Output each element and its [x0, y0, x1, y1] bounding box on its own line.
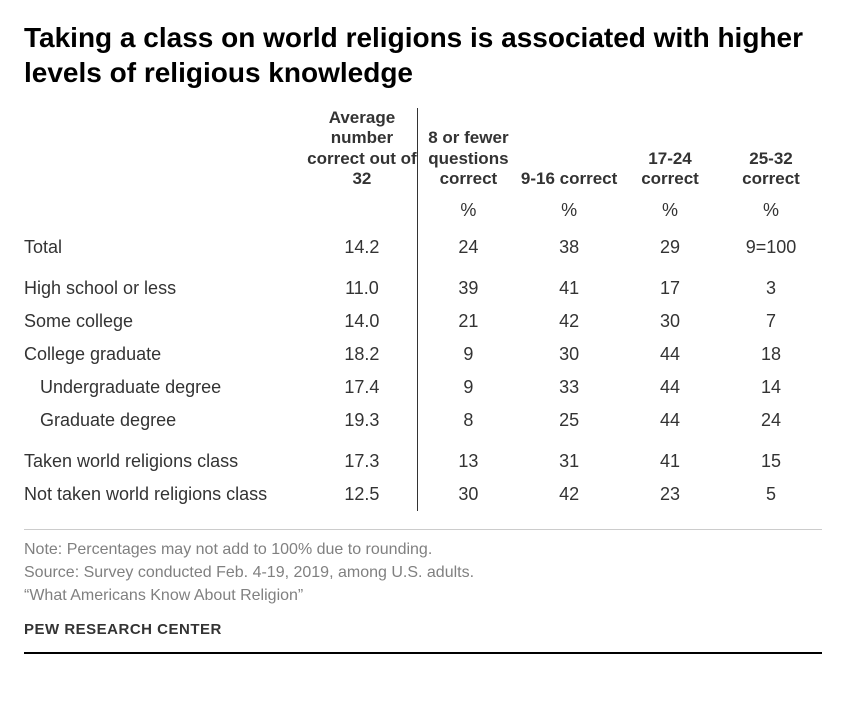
cell: 21	[418, 305, 519, 338]
table-row: Taken world religions class 17.3 13 31 4…	[24, 437, 822, 478]
cell: 42	[519, 478, 620, 511]
row-label: Undergraduate degree	[24, 371, 307, 404]
table-row: Total 14.2 24 38 29 9=100	[24, 231, 822, 264]
pct-label: %	[418, 194, 519, 231]
row-label: Graduate degree	[24, 404, 307, 437]
cell: 39	[418, 264, 519, 305]
column-header-row: Average number correct out of 32 8 or fe…	[24, 108, 822, 194]
cell: 14.0	[307, 305, 418, 338]
note-line: Note: Percentages may not add to 100% du…	[24, 538, 822, 561]
note-line: “What Americans Know About Religion”	[24, 584, 822, 607]
row-label: Not taken world religions class	[24, 478, 307, 511]
cell: 8	[418, 404, 519, 437]
note-line: Source: Survey conducted Feb. 4-19, 2019…	[24, 561, 822, 584]
cell: 9	[418, 371, 519, 404]
table-row: Undergraduate degree 17.4 9 33 44 14	[24, 371, 822, 404]
cell: 41	[620, 437, 721, 478]
cell: 13	[418, 437, 519, 478]
cell: 24	[721, 404, 822, 437]
cell: 44	[620, 338, 721, 371]
stub-head	[24, 108, 307, 194]
cell: 44	[620, 371, 721, 404]
row-label: Some college	[24, 305, 307, 338]
cell: 9	[418, 338, 519, 371]
cell: 17	[620, 264, 721, 305]
cell: 44	[620, 404, 721, 437]
data-table: Average number correct out of 32 8 or fe…	[24, 108, 822, 511]
row-label: Taken world religions class	[24, 437, 307, 478]
cell: 3	[721, 264, 822, 305]
cell: 17.3	[307, 437, 418, 478]
cell: 18.2	[307, 338, 418, 371]
cell: 14	[721, 371, 822, 404]
row-label: High school or less	[24, 264, 307, 305]
cell: 19.3	[307, 404, 418, 437]
cell: 9=100	[721, 231, 822, 264]
table-row: College graduate 18.2 9 30 44 18	[24, 338, 822, 371]
cell: 12.5	[307, 478, 418, 511]
cell: 11.0	[307, 264, 418, 305]
cell: 42	[519, 305, 620, 338]
cell: 25	[519, 404, 620, 437]
col-25-32: 25-32 correct	[721, 108, 822, 194]
cell: 33	[519, 371, 620, 404]
cell: 31	[519, 437, 620, 478]
table-row: Some college 14.0 21 42 30 7	[24, 305, 822, 338]
cell: 24	[418, 231, 519, 264]
branding: PEW RESEARCH CENTER	[24, 621, 822, 654]
cell: 30	[620, 305, 721, 338]
cell: 5	[721, 478, 822, 511]
cell: 38	[519, 231, 620, 264]
cell: 30	[519, 338, 620, 371]
cell: 15	[721, 437, 822, 478]
cell: 7	[721, 305, 822, 338]
cell: 18	[721, 338, 822, 371]
cell: 14.2	[307, 231, 418, 264]
pct-label: %	[519, 194, 620, 231]
table-row: High school or less 11.0 39 41 17 3	[24, 264, 822, 305]
percent-row: % % % %	[24, 194, 822, 231]
cell: 23	[620, 478, 721, 511]
cell: 29	[620, 231, 721, 264]
row-label: Total	[24, 231, 307, 264]
figure-container: Taking a class on world religions is ass…	[0, 0, 846, 674]
col-17-24: 17-24 correct	[620, 108, 721, 194]
row-label: College graduate	[24, 338, 307, 371]
pct-label: %	[620, 194, 721, 231]
notes-block: Note: Percentages may not add to 100% du…	[24, 529, 822, 608]
cell: 30	[418, 478, 519, 511]
figure-title: Taking a class on world religions is ass…	[24, 20, 822, 90]
col-avg: Average number correct out of 32	[307, 108, 418, 194]
table-row: Not taken world religions class 12.5 30 …	[24, 478, 822, 511]
cell: 41	[519, 264, 620, 305]
pct-label: %	[721, 194, 822, 231]
col-8-or-fewer: 8 or fewer questions correct	[418, 108, 519, 194]
table-row: Graduate degree 19.3 8 25 44 24	[24, 404, 822, 437]
cell: 17.4	[307, 371, 418, 404]
col-9-16: 9-16 correct	[519, 108, 620, 194]
